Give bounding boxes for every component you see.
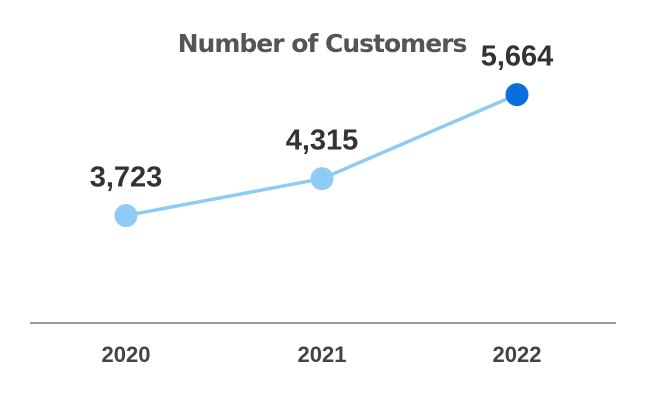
x-tick-label-2020: 2020 xyxy=(102,342,151,367)
data-point-2021 xyxy=(310,167,334,191)
data-label-layer: 3,723 4,315 5,664 xyxy=(90,41,554,194)
data-label-2021: 4,315 xyxy=(286,125,359,157)
data-point-2020 xyxy=(114,204,138,228)
chart-title: Number of Customers xyxy=(178,29,467,58)
x-tick-label-2021: 2021 xyxy=(298,342,347,367)
data-point-2022 xyxy=(505,83,529,107)
series-layer xyxy=(114,83,529,228)
series-line-segment-2020-2021 xyxy=(124,176,324,218)
x-tick-label-2022: 2022 xyxy=(493,342,542,367)
series-line-segment-2021-2022 xyxy=(320,92,519,181)
data-label-2022: 5,664 xyxy=(481,41,554,73)
data-label-2020: 3,723 xyxy=(90,162,163,194)
x-tick-layer: 2020 2021 2022 xyxy=(102,342,542,367)
